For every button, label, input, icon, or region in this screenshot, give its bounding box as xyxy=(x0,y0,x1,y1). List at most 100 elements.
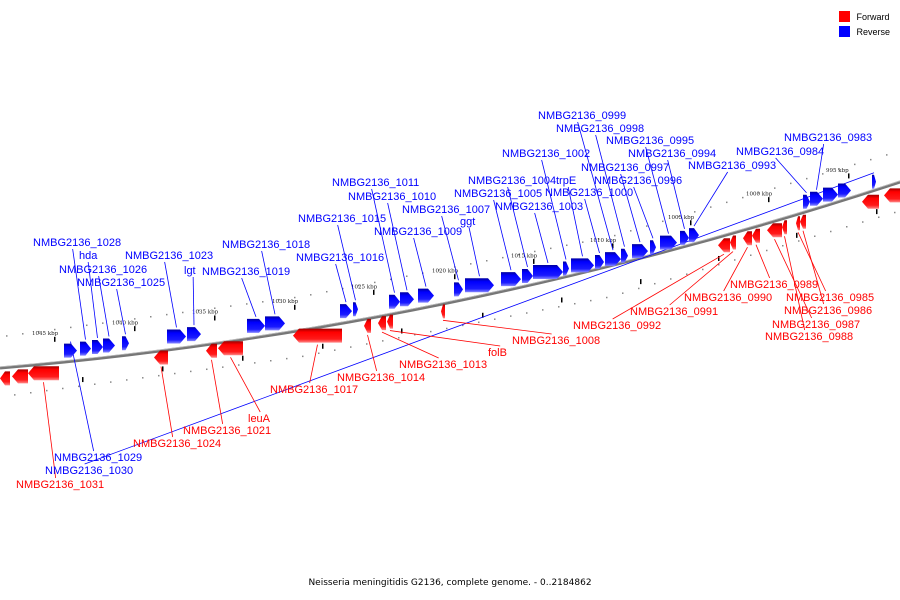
gene-label[interactable]: NMBG2136_0996 xyxy=(594,175,682,187)
gene-feature[interactable] xyxy=(632,244,648,259)
gene-label[interactable]: NMBG2136_0990 xyxy=(684,292,772,304)
gene-label[interactable]: NMBG2136_0987 xyxy=(772,319,860,331)
gene-feature[interactable] xyxy=(167,329,186,344)
gene-feature[interactable] xyxy=(418,288,434,303)
gene-feature[interactable] xyxy=(800,214,806,229)
gene-feature[interactable] xyxy=(12,369,28,384)
gene-feature[interactable] xyxy=(218,341,243,356)
gene-feature[interactable] xyxy=(400,292,414,307)
gene-label[interactable]: NMBG2136_1000 xyxy=(545,187,633,199)
gene-label[interactable]: NMBG2136_0989 xyxy=(730,279,818,291)
gene-label[interactable]: NMBG2136_0991 xyxy=(630,306,718,318)
gene-feature[interactable] xyxy=(64,343,77,358)
gene-feature[interactable] xyxy=(803,194,810,209)
gene-label[interactable]: NMBG2136_1023 xyxy=(125,250,213,262)
gene-label[interactable]: NMBG2136_1025 xyxy=(77,277,165,289)
gene-label[interactable]: NMBG2136_1016 xyxy=(296,252,384,264)
gene-feature[interactable] xyxy=(122,336,129,351)
gene-feature[interactable] xyxy=(465,278,494,293)
gene-label[interactable]: NMBG2136_1013 xyxy=(399,359,487,371)
gene-label[interactable]: NMBG2136_1002 xyxy=(502,148,590,160)
gene-feature[interactable] xyxy=(353,302,358,317)
gene-feature[interactable] xyxy=(378,316,386,331)
gene-label[interactable]: ggt xyxy=(460,216,475,228)
gene-feature[interactable] xyxy=(247,318,265,333)
gene-feature[interactable] xyxy=(522,268,533,283)
gene-feature[interactable] xyxy=(0,371,10,386)
gene-feature[interactable] xyxy=(454,282,463,297)
gene-feature[interactable] xyxy=(621,248,628,263)
gene-feature[interactable] xyxy=(660,235,677,250)
gene-feature[interactable] xyxy=(689,228,699,243)
gene-label[interactable]: NMBG2136_1029 xyxy=(54,452,142,464)
gene-label[interactable]: NMBG2136_1018 xyxy=(222,239,310,251)
gene-feature[interactable] xyxy=(563,261,569,276)
gene-feature[interactable] xyxy=(595,255,604,270)
gene-feature[interactable] xyxy=(501,272,521,287)
gene-label[interactable]: NMBG2136_1030 xyxy=(45,465,133,477)
gene-label[interactable]: NMBG2136_0998 xyxy=(556,123,644,135)
gene-feature[interactable] xyxy=(103,338,115,353)
gene-label[interactable]: NMBG2136_1008 xyxy=(512,335,600,347)
gene-feature[interactable] xyxy=(389,294,400,309)
gene-label[interactable]: NMBG2136_1007 xyxy=(402,204,490,216)
gene-label[interactable]: NMBG2136_1014 xyxy=(337,372,425,384)
gene-feature[interactable] xyxy=(796,216,800,231)
gene-feature[interactable] xyxy=(782,220,787,235)
gene-feature[interactable] xyxy=(743,231,752,246)
gene-feature[interactable] xyxy=(730,235,736,250)
gene-feature[interactable] xyxy=(752,228,760,243)
gene-label[interactable]: NMBG2136_0994 xyxy=(628,148,716,160)
gene-label[interactable]: NMBG2136_0988 xyxy=(765,331,853,343)
gene-label[interactable]: lgt xyxy=(184,265,196,277)
gene-label[interactable]: NMBG2136_1024 xyxy=(133,438,221,450)
gene-label[interactable]: NMBG2136_1005 xyxy=(454,188,542,200)
gene-feature[interactable] xyxy=(533,265,563,279)
gene-label[interactable]: hda xyxy=(79,250,98,262)
gene-label[interactable]: NMBG2136_0995 xyxy=(606,135,694,147)
gene-feature[interactable] xyxy=(154,350,168,365)
gene-feature[interactable] xyxy=(187,327,201,342)
gene-label[interactable]: NMBG2136_1010 xyxy=(348,191,436,203)
gene-feature[interactable] xyxy=(767,223,782,238)
gene-label[interactable]: NMBG2136_1021 xyxy=(183,425,271,437)
gene-label[interactable]: NMBG2136_1004 xyxy=(468,175,556,187)
gene-feature[interactable] xyxy=(650,240,656,255)
gene-label[interactable]: NMBG2136_0992 xyxy=(573,320,661,332)
gene-label[interactable]: NMBG2136_0985 xyxy=(786,292,874,304)
gene-label[interactable]: NMBG2136_1026 xyxy=(59,264,147,276)
gene-feature[interactable] xyxy=(605,252,621,267)
gene-feature[interactable] xyxy=(265,316,285,331)
gene-label[interactable]: leuA xyxy=(248,413,271,425)
gene-feature[interactable] xyxy=(364,318,371,333)
gene-feature[interactable] xyxy=(884,188,900,203)
gene-label[interactable]: NMBG2136_1011 xyxy=(332,177,419,189)
gene-feature[interactable] xyxy=(571,258,594,273)
gene-feature[interactable] xyxy=(872,174,876,189)
gene-label[interactable]: NMBG2136_1003 xyxy=(495,201,583,213)
gene-feature[interactable] xyxy=(823,187,838,202)
gene-label[interactable]: NMBG2136_0983 xyxy=(784,132,872,144)
gene-label[interactable]: NMBG2136_1019 xyxy=(202,266,290,278)
gene-feature[interactable] xyxy=(680,230,689,245)
gene-feature[interactable] xyxy=(28,366,59,381)
gene-feature[interactable] xyxy=(293,328,342,343)
gene-label[interactable]: NMBG2136_0993 xyxy=(688,160,776,172)
gene-label[interactable]: NMBG2136_1028 xyxy=(33,237,121,249)
gene-label[interactable]: trpE xyxy=(556,175,576,187)
gene-feature[interactable] xyxy=(862,194,879,209)
gene-label[interactable]: NMBG2136_1009 xyxy=(374,226,462,238)
gene-feature[interactable] xyxy=(340,304,352,319)
gene-feature[interactable] xyxy=(92,340,103,354)
gene-feature[interactable] xyxy=(441,304,445,319)
gene-label[interactable]: NMBG2136_1015 xyxy=(298,213,386,225)
gene-feature[interactable] xyxy=(387,314,393,329)
gene-feature[interactable] xyxy=(206,343,217,358)
gene-label[interactable]: folB xyxy=(488,347,507,359)
gene-feature[interactable] xyxy=(838,183,851,198)
gene-label[interactable]: NMBG2136_1031 xyxy=(16,479,104,491)
gene-feature[interactable] xyxy=(80,341,91,356)
gene-label[interactable]: NMBG2136_0984 xyxy=(736,146,824,158)
gene-label[interactable]: NMBG2136_0997 xyxy=(581,162,669,174)
gene-feature[interactable] xyxy=(810,191,823,206)
